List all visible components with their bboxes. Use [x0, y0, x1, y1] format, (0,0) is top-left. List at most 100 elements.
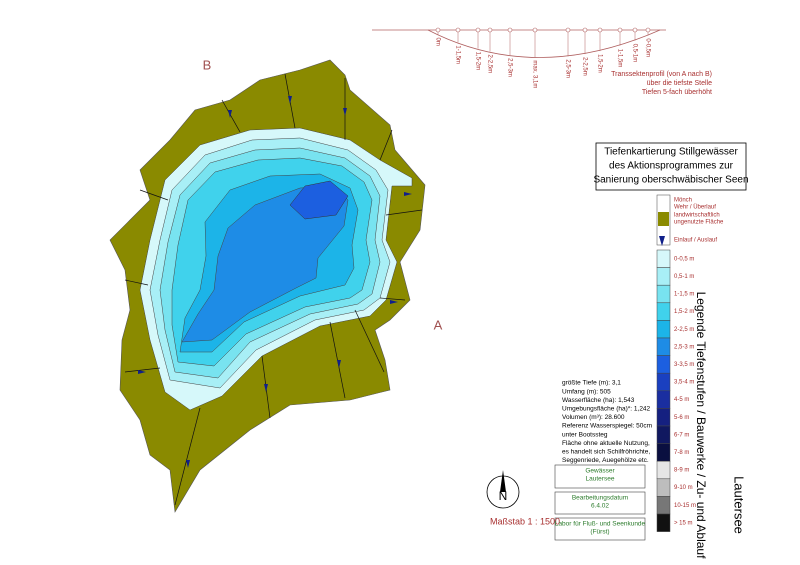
depth-swatch: [656, 513, 671, 532]
statistic: Referenz Wasserspiegel: 50cm: [562, 423, 652, 430]
transect-line: [124, 367, 161, 373]
inlet-marker: [404, 192, 412, 196]
profile-point: [435, 27, 441, 33]
depth-swatch: [656, 460, 671, 480]
profile-label: 0,5-1m: [631, 44, 637, 63]
symbol-label: landwirtschaftlich: [674, 213, 720, 219]
profile-point: [532, 27, 538, 33]
statistic: Wasserfläche (ha): 1,543: [562, 397, 635, 404]
symbol-land: [658, 212, 669, 226]
profile-caption: über die tiefste Stelle: [647, 80, 712, 87]
profile-caption: Tiefen 5-fach überhöht: [642, 89, 712, 96]
info-text: Bearbeitungsdatum: [572, 495, 628, 502]
depth-swatch: [656, 355, 671, 374]
depth-swatch: [656, 267, 671, 286]
profile-point: [617, 27, 623, 33]
depth-swatch: [656, 408, 671, 427]
profile-label: 2-2,5m: [486, 55, 492, 74]
info-text: (Fürst): [590, 529, 609, 536]
profile-point: [632, 27, 638, 33]
inlet-marker: [390, 300, 398, 304]
statistic: Seggenriede, Auegehölze etc.: [562, 457, 649, 464]
depth-label: 3-3,5 m: [674, 362, 694, 368]
profile-point: [645, 27, 651, 33]
depth-label: 6-7 m: [674, 432, 689, 438]
depth-swatch: [656, 496, 671, 515]
transect-line: [354, 309, 385, 373]
inlet-marker: [288, 96, 292, 104]
depth-label: 5-6 m: [674, 415, 689, 421]
depth-label: 9-10 m: [674, 485, 693, 491]
inlet-marker: [228, 110, 232, 118]
profile-label: 2,5-3m: [564, 59, 570, 78]
info-box: [554, 464, 646, 489]
profile-label: max. 3,1m: [531, 60, 537, 88]
info-text: 6.4.02: [591, 503, 609, 510]
profile-label: 1-1,5m: [616, 49, 622, 68]
statistic: größte Tiefe (m): 3,1: [562, 380, 621, 387]
inlet-marker: [343, 108, 347, 116]
profile-point: [597, 27, 603, 33]
depth-label: 8-9 m: [674, 468, 689, 474]
depth-swatch: [656, 337, 671, 356]
profile-label: 0-0,5m: [644, 38, 650, 57]
depth-label: 10-15 m: [674, 503, 696, 509]
lake-name: Lautersee: [732, 476, 747, 534]
profile-point: [507, 27, 513, 33]
depth-swatch: [656, 478, 671, 497]
title-line: des Aktionsprogrammes zur: [609, 161, 734, 172]
depth-swatch: [656, 425, 671, 444]
depth-swatch: [656, 443, 671, 462]
title-line: Sanierung oberschwäbischer Seen: [593, 175, 748, 186]
info-text: Lautersee: [586, 476, 615, 483]
statistic: es handelt sich Schilfröhrichte,: [562, 449, 650, 456]
depth-label: 2,5-3 m: [674, 344, 694, 350]
profile-label: 1,5-2m: [596, 54, 602, 73]
transect-line: [385, 209, 423, 216]
scale-label: Maßstab 1 : 1500: [490, 516, 560, 526]
depth-label: > 15 m: [674, 520, 693, 526]
info-box: [554, 517, 646, 541]
depth-swatch: [656, 372, 671, 392]
depth-swatch: [656, 390, 671, 409]
transect-line: [174, 407, 201, 506]
depth-swatch: [656, 249, 671, 268]
info-box: [554, 491, 646, 515]
depth-label: 4-5 m: [674, 397, 689, 403]
info-text: Gewässer: [585, 468, 615, 475]
marker-label: B: [203, 57, 212, 72]
depth-label: 1,5-2 m: [674, 309, 694, 315]
symbol-inlet: [659, 236, 665, 246]
profile-point: [475, 27, 481, 33]
depth-zone: [289, 180, 349, 220]
symbol-label: Einlauf / Auslauf: [674, 238, 717, 244]
depth-swatch: [656, 320, 671, 339]
profile-point: [455, 27, 461, 33]
symbol-label: ungenutzte Fläche: [674, 220, 724, 226]
statistic: Umfang (m): 505: [562, 388, 611, 395]
inlet-marker: [186, 460, 190, 468]
depth-label: 1-1,5 m: [674, 292, 694, 298]
inlet-markers: [138, 96, 412, 468]
statistic: Umgebungsfläche (ha)*: 1,242: [562, 406, 651, 413]
title-line: Tiefenkartierung Stillgewässer: [604, 147, 738, 158]
symbol-label: Mönch: [674, 198, 692, 204]
profile-curve: [427, 29, 661, 58]
title-box: [595, 142, 747, 191]
profile-point: [565, 27, 571, 33]
inlet-marker: [138, 370, 146, 374]
inlet-marker: [264, 384, 268, 392]
legend-heading: Legende Tiefenstufen / Bauwerke / Zu- un…: [694, 292, 708, 560]
statistic: Fläche ohne aktuelle Nutzung,: [562, 440, 650, 447]
depth-label: 2-2,5 m: [674, 327, 694, 333]
compass-needle: [500, 470, 506, 492]
transect-profile: [372, 29, 666, 58]
profile-label: 1,5-2m: [474, 52, 480, 71]
north-label: N: [499, 489, 508, 503]
depth-swatch: [656, 302, 671, 321]
info-text: Labor für Fluß- und Seenkunde: [555, 521, 646, 528]
depth-swatch: [656, 284, 671, 304]
profile-caption: Transsektenprofil (von A nach B): [611, 71, 712, 78]
profile-label: 2,5-3m: [506, 58, 512, 77]
